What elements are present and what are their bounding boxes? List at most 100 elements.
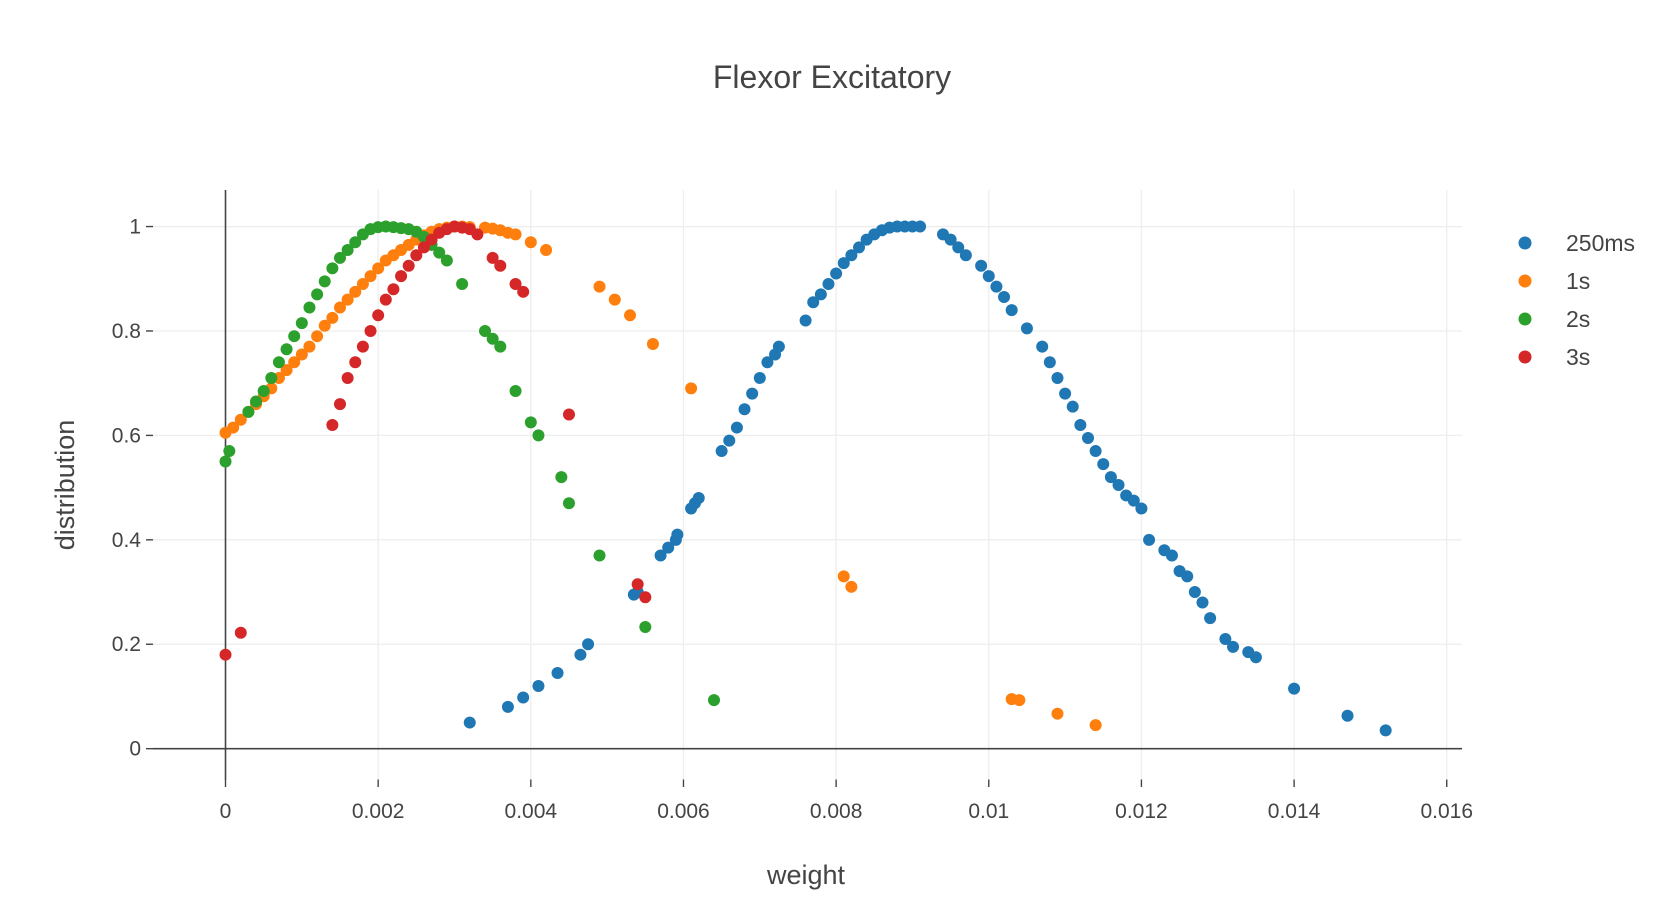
data-point-1s[interactable] [624,309,637,322]
data-point-250ms[interactable] [1188,586,1201,599]
data-point-2s[interactable] [494,340,507,353]
data-point-250ms[interactable] [551,666,564,679]
data-point-1s[interactable] [349,285,362,298]
data-point-2s[interactable] [456,277,469,290]
data-point-250ms[interactable] [837,257,850,270]
data-point-2s[interactable] [303,301,316,314]
legend-label-2s[interactable]: 2s [1566,306,1590,332]
data-point-2s[interactable] [250,395,263,408]
data-point-250ms[interactable] [845,249,858,262]
data-point-250ms[interactable] [715,445,728,458]
data-point-1s[interactable] [593,280,606,293]
data-point-3s[interactable] [219,648,232,661]
data-point-2s[interactable] [295,317,308,330]
data-point-3s[interactable] [402,259,415,272]
data-point-250ms[interactable] [753,371,766,384]
data-point-250ms[interactable] [662,541,675,554]
data-point-250ms[interactable] [746,387,759,400]
legend-marker-250ms[interactable] [1518,236,1532,250]
data-point-1s[interactable] [1013,694,1026,707]
data-point-2s[interactable] [639,621,652,634]
data-point-250ms[interactable] [723,434,736,447]
data-point-1s[interactable] [1051,707,1064,720]
data-point-2s[interactable] [219,455,232,468]
data-point-2s[interactable] [486,332,499,345]
data-point-250ms[interactable] [1051,371,1064,384]
data-point-250ms[interactable] [822,277,835,290]
data-point-3s[interactable] [417,241,430,254]
data-point-250ms[interactable] [692,492,705,505]
data-point-1s[interactable] [646,338,659,351]
data-point-1s[interactable] [227,421,240,434]
data-point-1s[interactable] [280,364,293,377]
data-point-250ms[interactable] [1196,596,1209,609]
data-point-2s[interactable] [242,405,255,418]
data-point-250ms[interactable] [738,403,751,416]
data-point-2s[interactable] [288,330,301,343]
data-point-250ms[interactable] [1043,356,1056,369]
data-point-3s[interactable] [562,408,575,421]
data-point-1s[interactable] [837,570,850,583]
data-point-1s[interactable] [540,244,553,257]
data-point-2s[interactable] [341,244,354,257]
data-point-250ms[interactable] [1097,458,1110,471]
data-point-250ms[interactable] [1104,471,1117,484]
data-point-2s[interactable] [433,246,446,259]
data-point-250ms[interactable] [814,288,827,301]
data-point-1s[interactable] [356,277,369,290]
data-point-250ms[interactable] [772,340,785,353]
data-point-250ms[interactable] [990,280,1003,293]
data-point-1s[interactable] [608,293,621,306]
data-point-2s[interactable] [593,549,606,562]
data-point-2s[interactable] [562,497,575,510]
data-point-1s[interactable] [311,330,324,343]
data-point-3s[interactable] [395,270,408,283]
data-point-250ms[interactable] [1089,445,1102,458]
data-point-250ms[interactable] [853,241,866,254]
data-point-2s[interactable] [555,471,568,484]
data-point-250ms[interactable] [671,528,684,541]
data-point-250ms[interactable] [1059,387,1072,400]
data-point-2s[interactable] [311,288,324,301]
data-point-3s[interactable] [471,228,484,241]
data-point-250ms[interactable] [730,421,743,434]
data-point-250ms[interactable] [799,314,812,327]
data-point-1s[interactable] [524,236,537,249]
data-point-2s[interactable] [326,262,339,275]
data-point-3s[interactable] [387,283,400,296]
data-point-1s[interactable] [372,262,385,275]
legend-marker-2s[interactable] [1518,312,1532,326]
data-point-250ms[interactable] [952,241,965,254]
data-point-2s[interactable] [524,416,537,429]
data-point-250ms[interactable] [1112,479,1125,491]
data-point-1s[interactable] [303,340,316,353]
data-point-3s[interactable] [356,340,369,353]
data-point-2s[interactable] [265,371,278,384]
data-point-250ms[interactable] [1341,709,1354,722]
data-point-250ms[interactable] [1036,340,1049,353]
data-point-250ms[interactable] [807,296,820,309]
data-point-250ms[interactable] [830,267,843,280]
data-point-250ms[interactable] [1066,400,1079,413]
data-point-1s[interactable] [234,413,247,426]
data-point-250ms[interactable] [574,648,587,661]
data-point-3s[interactable] [639,591,652,604]
data-point-2s[interactable] [280,343,293,356]
data-point-250ms[interactable] [944,233,957,246]
data-point-250ms[interactable] [501,700,514,713]
data-point-250ms[interactable] [1204,612,1217,625]
data-point-1s[interactable] [318,319,331,332]
data-point-3s[interactable] [509,277,522,290]
data-point-3s[interactable] [234,626,247,639]
data-point-1s[interactable] [685,382,698,395]
data-point-2s[interactable] [223,445,236,458]
data-point-250ms[interactable] [998,291,1011,304]
data-point-3s[interactable] [364,324,377,337]
data-point-250ms[interactable] [1005,304,1018,317]
data-point-1s[interactable] [288,356,301,369]
data-point-250ms[interactable] [982,270,995,283]
data-point-250ms[interactable] [1249,651,1262,664]
legend-label-3s[interactable]: 3s [1566,344,1590,370]
data-point-2s[interactable] [479,324,492,337]
data-point-2s[interactable] [509,385,522,398]
